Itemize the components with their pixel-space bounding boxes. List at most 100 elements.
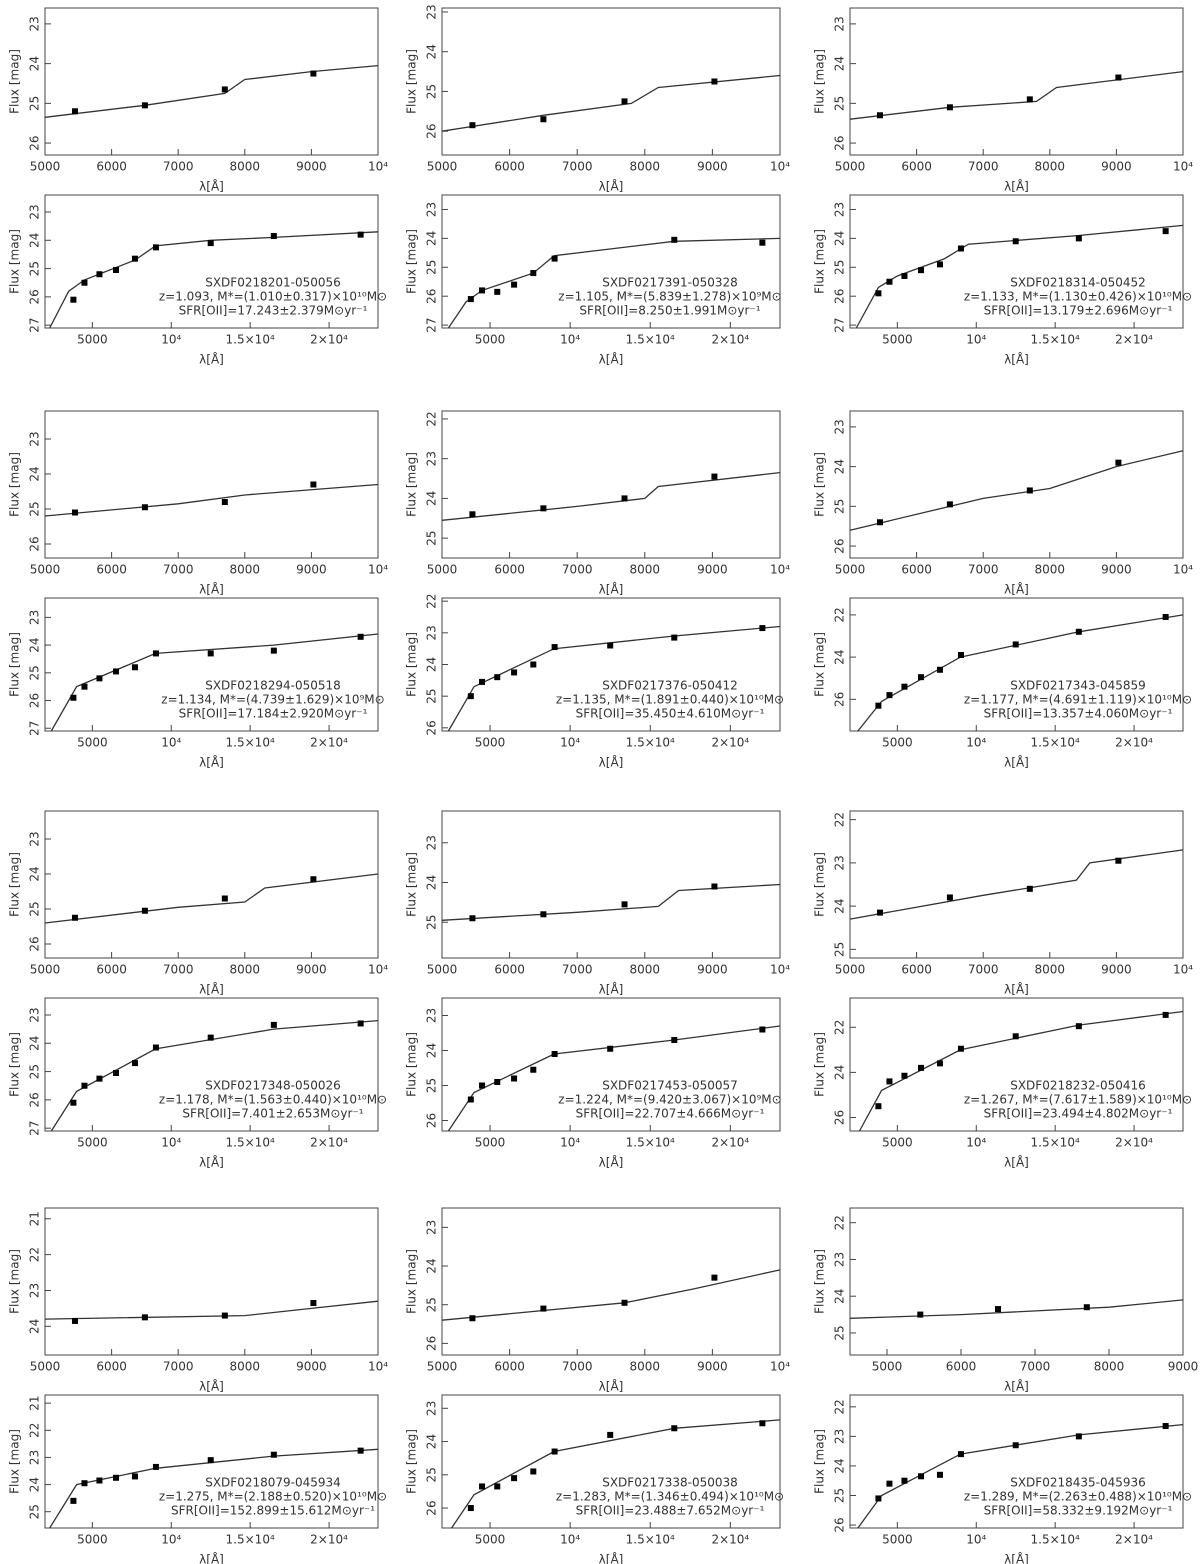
y-tick-label: 26 bbox=[28, 536, 42, 551]
photometry-point bbox=[310, 876, 317, 883]
panel: 5000 6000 7000 8000 9000 10⁴ 23 24 25 26 λ[Å] Flux … bbox=[8, 7, 388, 194]
x-tick-label: 2×10⁴ bbox=[310, 1136, 348, 1150]
x-axis-label: λ[Å] bbox=[599, 582, 624, 597]
photometry-point bbox=[530, 661, 537, 668]
y-tick-label: 25 bbox=[28, 1064, 42, 1079]
plot-frame bbox=[849, 1207, 1184, 1356]
panel: 5000 10⁴ 1.5×10⁴ 2×10⁴ 23 24 25 26 λ[Å] Flux [mag… bbox=[405, 997, 782, 1170]
annotation: SFR[OII]=35.450±4.610M⊙yr⁻¹ bbox=[576, 707, 765, 721]
x-tick-label: 5000 bbox=[882, 333, 913, 347]
y-tick-label: 25 bbox=[28, 901, 42, 916]
y-tick-label: 23 bbox=[28, 610, 42, 625]
photometry-point bbox=[936, 666, 943, 673]
photometry-point bbox=[607, 642, 614, 649]
photometry-point bbox=[671, 236, 678, 243]
photometry-point bbox=[540, 116, 547, 123]
x-axis-label: λ[Å] bbox=[199, 755, 224, 770]
photometry-point bbox=[540, 505, 547, 512]
x-tick-label: 9000 bbox=[296, 1360, 327, 1374]
panel: 5000 6000 7000 8000 9000 10⁴ 22 23 24 25 λ[Å] Flux … bbox=[405, 410, 790, 597]
y-axis-label: Flux [mag] bbox=[405, 1429, 419, 1494]
plot-frame bbox=[849, 597, 1184, 732]
x-tick-label: 6000 bbox=[96, 563, 127, 577]
panel: 5000 10⁴ 1.5×10⁴ 2×10⁴ 23 24 25 26 λ[Å] Flux [mag… bbox=[405, 1394, 784, 1564]
x-tick-label: 1.5×10⁴ bbox=[226, 1136, 275, 1150]
photometry-point bbox=[901, 272, 908, 279]
photometry-point bbox=[479, 287, 486, 294]
photometry-point bbox=[96, 675, 103, 682]
panel: 5000 10⁴ 1.5×10⁴ 2×10⁴ 23 24 25 26 27 λ[Å] Flux [m… bbox=[8, 194, 387, 367]
photometry-point bbox=[957, 1451, 964, 1458]
y-tick-label: 24 bbox=[28, 1319, 42, 1334]
y-tick-label: 24 bbox=[833, 231, 847, 246]
y-tick-label: 23 bbox=[425, 202, 439, 217]
x-tick-label: 10⁴ bbox=[368, 160, 388, 174]
x-tick-label: 2×10⁴ bbox=[1115, 333, 1153, 347]
plot-frame bbox=[441, 1394, 781, 1529]
photometry-point bbox=[886, 692, 893, 699]
x-tick-label: 2×10⁴ bbox=[310, 736, 348, 750]
panel: 5000 10⁴ 1.5×10⁴ 2×10⁴ 22 23 24 25 26 λ[Å] Flux [m… bbox=[405, 594, 785, 770]
x-tick-label: 5000 bbox=[835, 563, 866, 577]
annotation: z=1.283, M*=(1.346±0.494)×10¹⁰M⊙ bbox=[556, 1490, 784, 1504]
y-tick-label: 23 bbox=[28, 1007, 42, 1022]
photometry-point bbox=[81, 1480, 88, 1487]
x-tick-label: 6000 bbox=[494, 1360, 525, 1374]
photometry-point bbox=[918, 674, 925, 681]
x-tick-label: 5000 bbox=[475, 1533, 506, 1547]
photometry-point bbox=[141, 504, 148, 511]
photometry-point bbox=[1162, 614, 1169, 620]
x-tick-label: 8000 bbox=[1094, 1360, 1125, 1374]
annotation: SFR[OII]=7.401±2.653M⊙yr⁻¹ bbox=[182, 1107, 363, 1121]
x-tick-label: 9000 bbox=[1101, 160, 1132, 174]
plot-frame bbox=[849, 997, 1184, 1132]
annotation: SXDF0217376-050412 bbox=[602, 679, 738, 693]
x-tick-label: 7000 bbox=[562, 160, 593, 174]
y-tick-label: 25 bbox=[28, 665, 42, 680]
x-tick-label: 5000 bbox=[882, 1533, 913, 1547]
photometry-point bbox=[551, 644, 558, 651]
y-tick-label: 24 bbox=[28, 233, 42, 248]
photometry-point bbox=[957, 652, 964, 658]
y-tick-label: 24 bbox=[833, 1289, 847, 1304]
x-tick-label: 5000 bbox=[835, 963, 866, 977]
x-tick-label: 7000 bbox=[163, 1360, 194, 1374]
y-tick-label: 25 bbox=[425, 1467, 439, 1482]
y-tick-label: 26 bbox=[425, 289, 439, 304]
x-tick-label: 7000 bbox=[968, 160, 999, 174]
photometry-point bbox=[1026, 487, 1033, 494]
y-tick-label: 24 bbox=[28, 1036, 42, 1051]
photometry-point bbox=[711, 883, 718, 890]
x-tick-label: 6000 bbox=[901, 563, 932, 577]
x-axis-label: λ[Å] bbox=[599, 352, 624, 367]
y-axis-label: Flux [mag] bbox=[813, 1249, 827, 1314]
photometry-point bbox=[1075, 1023, 1082, 1030]
y-tick-label: 24 bbox=[833, 898, 847, 913]
x-tick-label: 2×10⁴ bbox=[310, 333, 348, 347]
photometry-point bbox=[113, 1474, 120, 1481]
photometry-point bbox=[711, 473, 718, 480]
y-tick-label: 26 bbox=[425, 1500, 439, 1515]
x-axis-label: λ[Å] bbox=[599, 982, 624, 997]
photometry-point bbox=[1075, 1433, 1082, 1440]
photometry-point bbox=[711, 78, 718, 85]
y-tick-label: 24 bbox=[425, 44, 439, 59]
y-tick-label: 23 bbox=[425, 4, 439, 19]
photometry-point bbox=[936, 1060, 943, 1067]
model-line bbox=[44, 64, 379, 118]
x-axis-label: λ[Å] bbox=[599, 1552, 624, 1564]
x-tick-label: 5000 bbox=[427, 563, 458, 577]
photometry-point bbox=[511, 1475, 518, 1482]
x-tick-label: 5000 bbox=[872, 1360, 903, 1374]
annotation: SXDF0217391-050328 bbox=[602, 276, 738, 290]
photometry-point bbox=[131, 1060, 138, 1067]
y-tick-label: 26 bbox=[28, 289, 42, 304]
y-tick-label: 25 bbox=[28, 261, 42, 276]
x-tick-label: 8000 bbox=[230, 963, 261, 977]
photometry-point bbox=[152, 1463, 159, 1470]
photometry-point bbox=[918, 1473, 925, 1480]
x-tick-label: 6000 bbox=[96, 1360, 127, 1374]
plot-frame bbox=[44, 1207, 379, 1356]
photometry-point bbox=[207, 650, 214, 657]
x-tick-label: 9000 bbox=[697, 563, 728, 577]
